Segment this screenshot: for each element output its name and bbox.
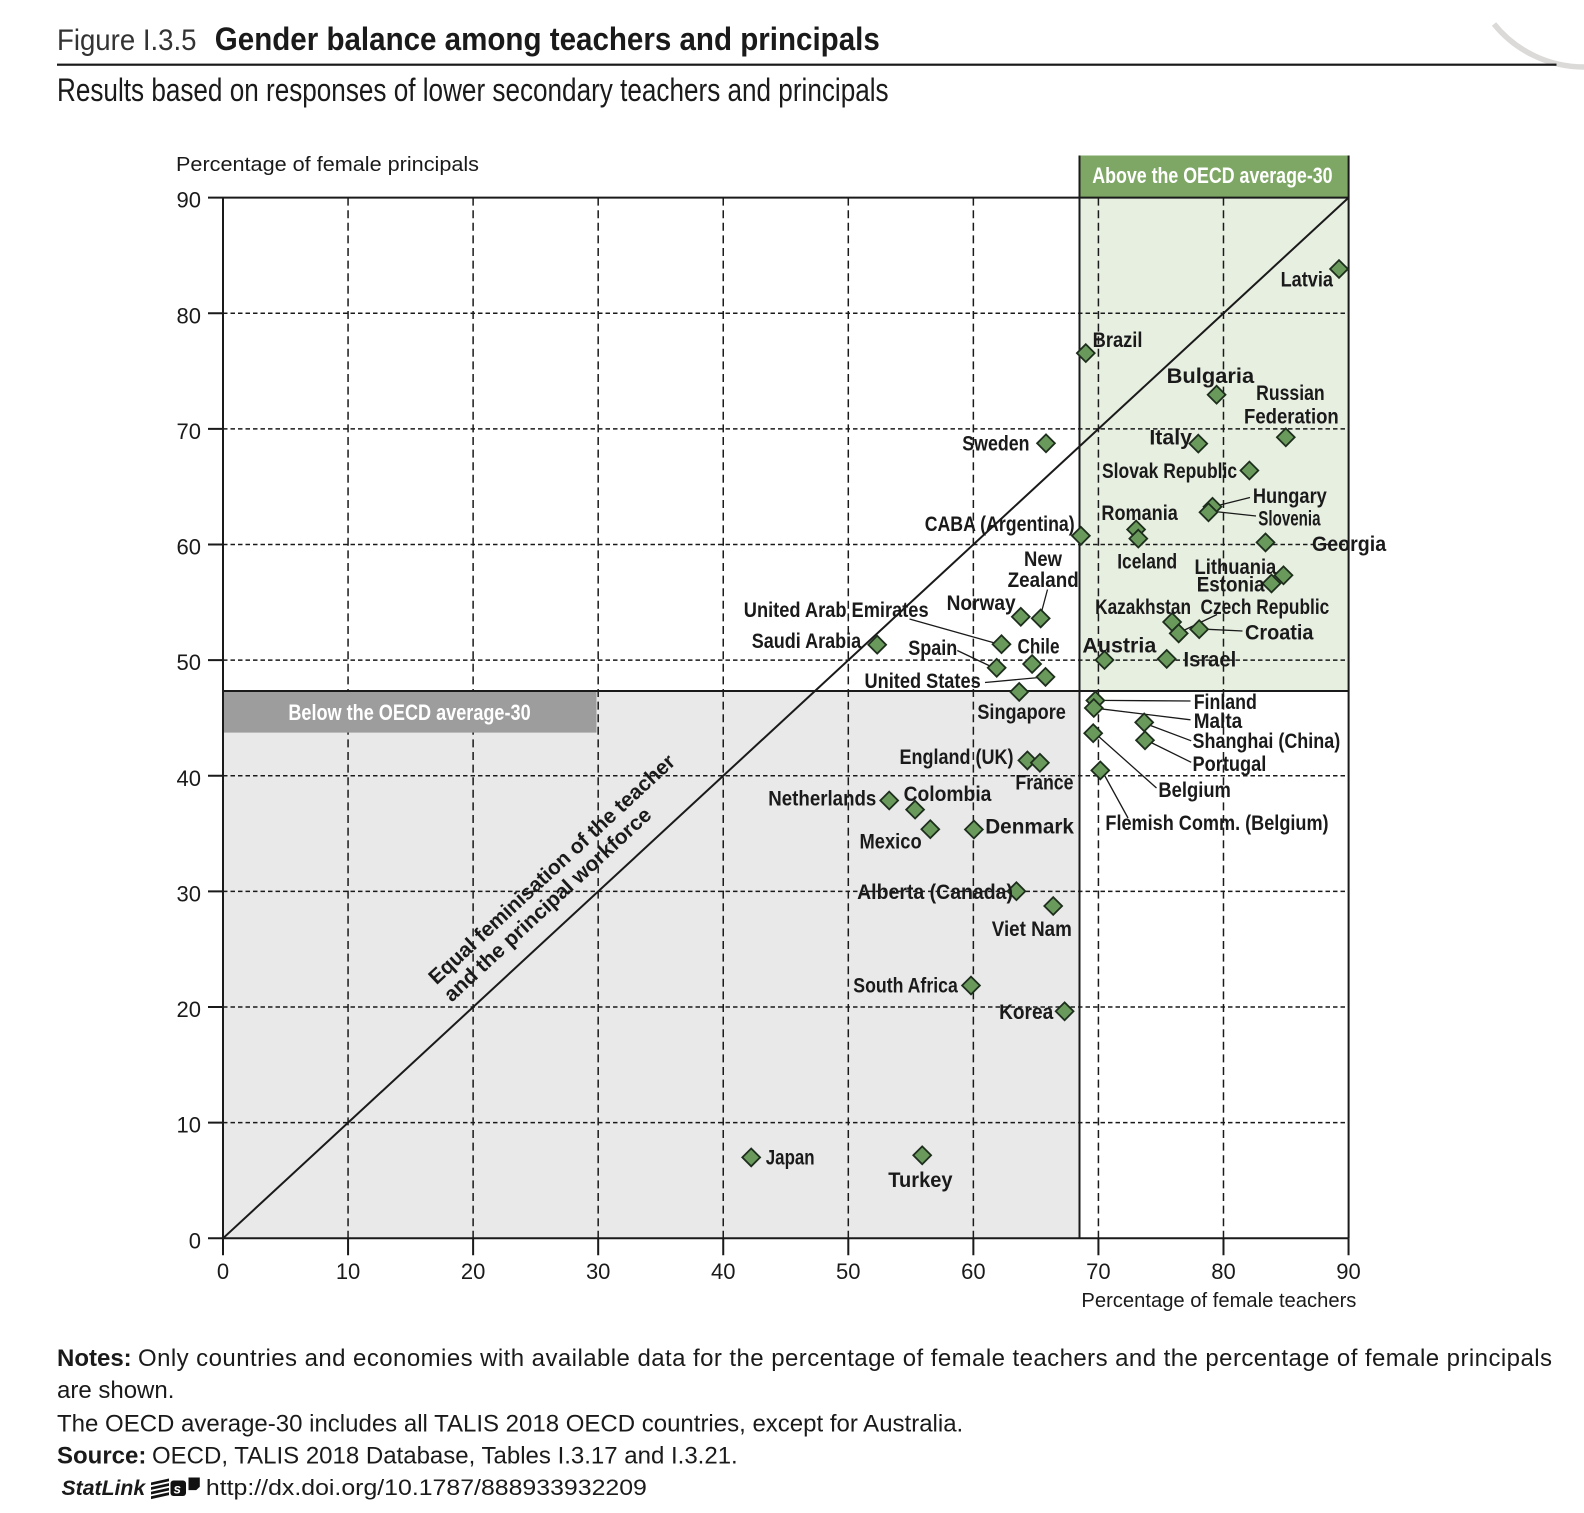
svg-text:Lithuania: Lithuania: [1195, 556, 1277, 579]
svg-text:Netherlands: Netherlands: [768, 787, 876, 810]
svg-text:80: 80: [1211, 1259, 1235, 1284]
svg-text:Below the OECD average-30: Below the OECD average-30: [288, 700, 530, 725]
svg-text:50: 50: [836, 1259, 860, 1284]
svg-text:Figure I.3.5: Figure I.3.5: [57, 24, 197, 57]
svg-text:Above the OECD average-30: Above the OECD average-30: [1092, 163, 1332, 188]
svg-text:CABA (Argentina): CABA (Argentina): [925, 513, 1075, 536]
svg-text:90: 90: [1336, 1259, 1360, 1284]
svg-text:40: 40: [177, 766, 201, 791]
svg-text:Zealand: Zealand: [1008, 569, 1079, 592]
svg-text:Mexico: Mexico: [860, 830, 922, 853]
svg-text:Sweden: Sweden: [962, 433, 1029, 456]
svg-text:70: 70: [1086, 1259, 1110, 1284]
svg-text:60: 60: [961, 1259, 985, 1284]
svg-text:Turkey: Turkey: [888, 1169, 953, 1192]
svg-text:United Arab Emirates: United Arab Emirates: [744, 599, 929, 622]
svg-text:Korea: Korea: [999, 1001, 1053, 1024]
svg-text:Belgium: Belgium: [1158, 779, 1231, 802]
svg-text:Only countries and economies w: Only countries and economies with availa…: [138, 1345, 1552, 1372]
svg-text:Czech Republic: Czech Republic: [1201, 596, 1330, 619]
svg-text:Results based on responses of: Results based on responses of lower seco…: [57, 72, 889, 108]
svg-text:France: France: [1015, 772, 1073, 795]
svg-text:Norway: Norway: [947, 592, 1016, 615]
svg-text:Bulgaria: Bulgaria: [1167, 365, 1255, 388]
svg-text:0: 0: [217, 1259, 229, 1284]
svg-text:Shanghai (China): Shanghai (China): [1193, 730, 1341, 753]
svg-text:Austria: Austria: [1082, 635, 1156, 658]
svg-text:Kazakhstan: Kazakhstan: [1095, 596, 1191, 619]
svg-text:Japan: Japan: [766, 1147, 815, 1170]
svg-text:Slovenia: Slovenia: [1258, 507, 1320, 530]
svg-text:60: 60: [177, 535, 201, 560]
svg-text:Alberta (Canada): Alberta (Canada): [857, 881, 1013, 904]
svg-text:Latvia: Latvia: [1281, 269, 1334, 292]
svg-text:Federation: Federation: [1244, 406, 1339, 429]
svg-text:20: 20: [177, 997, 201, 1022]
svg-text:30: 30: [586, 1259, 610, 1284]
svg-text:10: 10: [336, 1259, 360, 1284]
svg-text:OECD, TALIS 2018 Database, Tab: OECD, TALIS 2018 Database, Tables I.3.17…: [152, 1443, 738, 1470]
svg-text:Brazil: Brazil: [1093, 329, 1143, 352]
svg-text:Finland: Finland: [1194, 691, 1257, 714]
svg-text:are shown.: are shown.: [57, 1377, 174, 1404]
svg-text:United States: United States: [865, 670, 981, 693]
svg-text:Saudi Arabia: Saudi Arabia: [752, 630, 862, 653]
svg-text:Flemish Comm. (Belgium): Flemish Comm. (Belgium): [1105, 812, 1328, 835]
svg-text:Colombia: Colombia: [904, 783, 992, 806]
svg-text:StatLink: StatLink: [62, 1477, 147, 1500]
svg-text:20: 20: [461, 1259, 485, 1284]
svg-text:New: New: [1024, 548, 1062, 571]
svg-text:Portugal: Portugal: [1193, 753, 1267, 776]
svg-text:Italy: Italy: [1149, 426, 1192, 449]
svg-text:Percentage of female principal: Percentage of female principals: [176, 154, 479, 176]
svg-text:Denmark: Denmark: [985, 815, 1074, 838]
svg-text:Romania: Romania: [1101, 502, 1178, 525]
svg-text:Russian: Russian: [1256, 382, 1325, 405]
svg-text:http://dx.doi.org/10.1787/8889: http://dx.doi.org/10.1787/888933932209: [206, 1475, 647, 1500]
svg-text:Singapore: Singapore: [977, 701, 1066, 724]
svg-text:90: 90: [177, 188, 201, 213]
svg-text:40: 40: [711, 1259, 735, 1284]
svg-text:Source:: Source:: [57, 1443, 146, 1470]
svg-text:Croatia: Croatia: [1245, 621, 1314, 644]
svg-text:Percentage of female teachers: Percentage of female teachers: [1081, 1290, 1356, 1312]
svg-text:s: s: [174, 1482, 182, 1497]
svg-text:Spain: Spain: [908, 637, 957, 660]
svg-text:England (UK): England (UK): [900, 746, 1014, 769]
svg-text:50: 50: [177, 650, 201, 675]
svg-text:The OECD average-30 includes a: The OECD average-30 includes all TALIS 2…: [57, 1411, 963, 1438]
svg-text:Gender balance among teachers: Gender balance among teachers and princi…: [215, 21, 880, 57]
svg-text:Notes:: Notes:: [57, 1345, 132, 1372]
svg-text:Iceland: Iceland: [1117, 550, 1177, 573]
svg-text:Viet Nam: Viet Nam: [992, 918, 1072, 941]
svg-text:Slovak Republic: Slovak Republic: [1102, 460, 1237, 483]
svg-text:Georgia: Georgia: [1312, 533, 1386, 556]
svg-text:Chile: Chile: [1018, 636, 1060, 659]
svg-text:Hungary: Hungary: [1253, 485, 1327, 508]
svg-text:Israel: Israel: [1184, 648, 1237, 671]
svg-text:0: 0: [189, 1228, 201, 1253]
svg-text:30: 30: [177, 881, 201, 906]
svg-text:Malta: Malta: [1194, 710, 1243, 733]
svg-text:70: 70: [177, 419, 201, 444]
svg-text:South Africa: South Africa: [853, 974, 958, 997]
svg-text:Estonia: Estonia: [1197, 573, 1265, 596]
svg-text:80: 80: [177, 303, 201, 328]
svg-text:10: 10: [177, 1113, 201, 1138]
